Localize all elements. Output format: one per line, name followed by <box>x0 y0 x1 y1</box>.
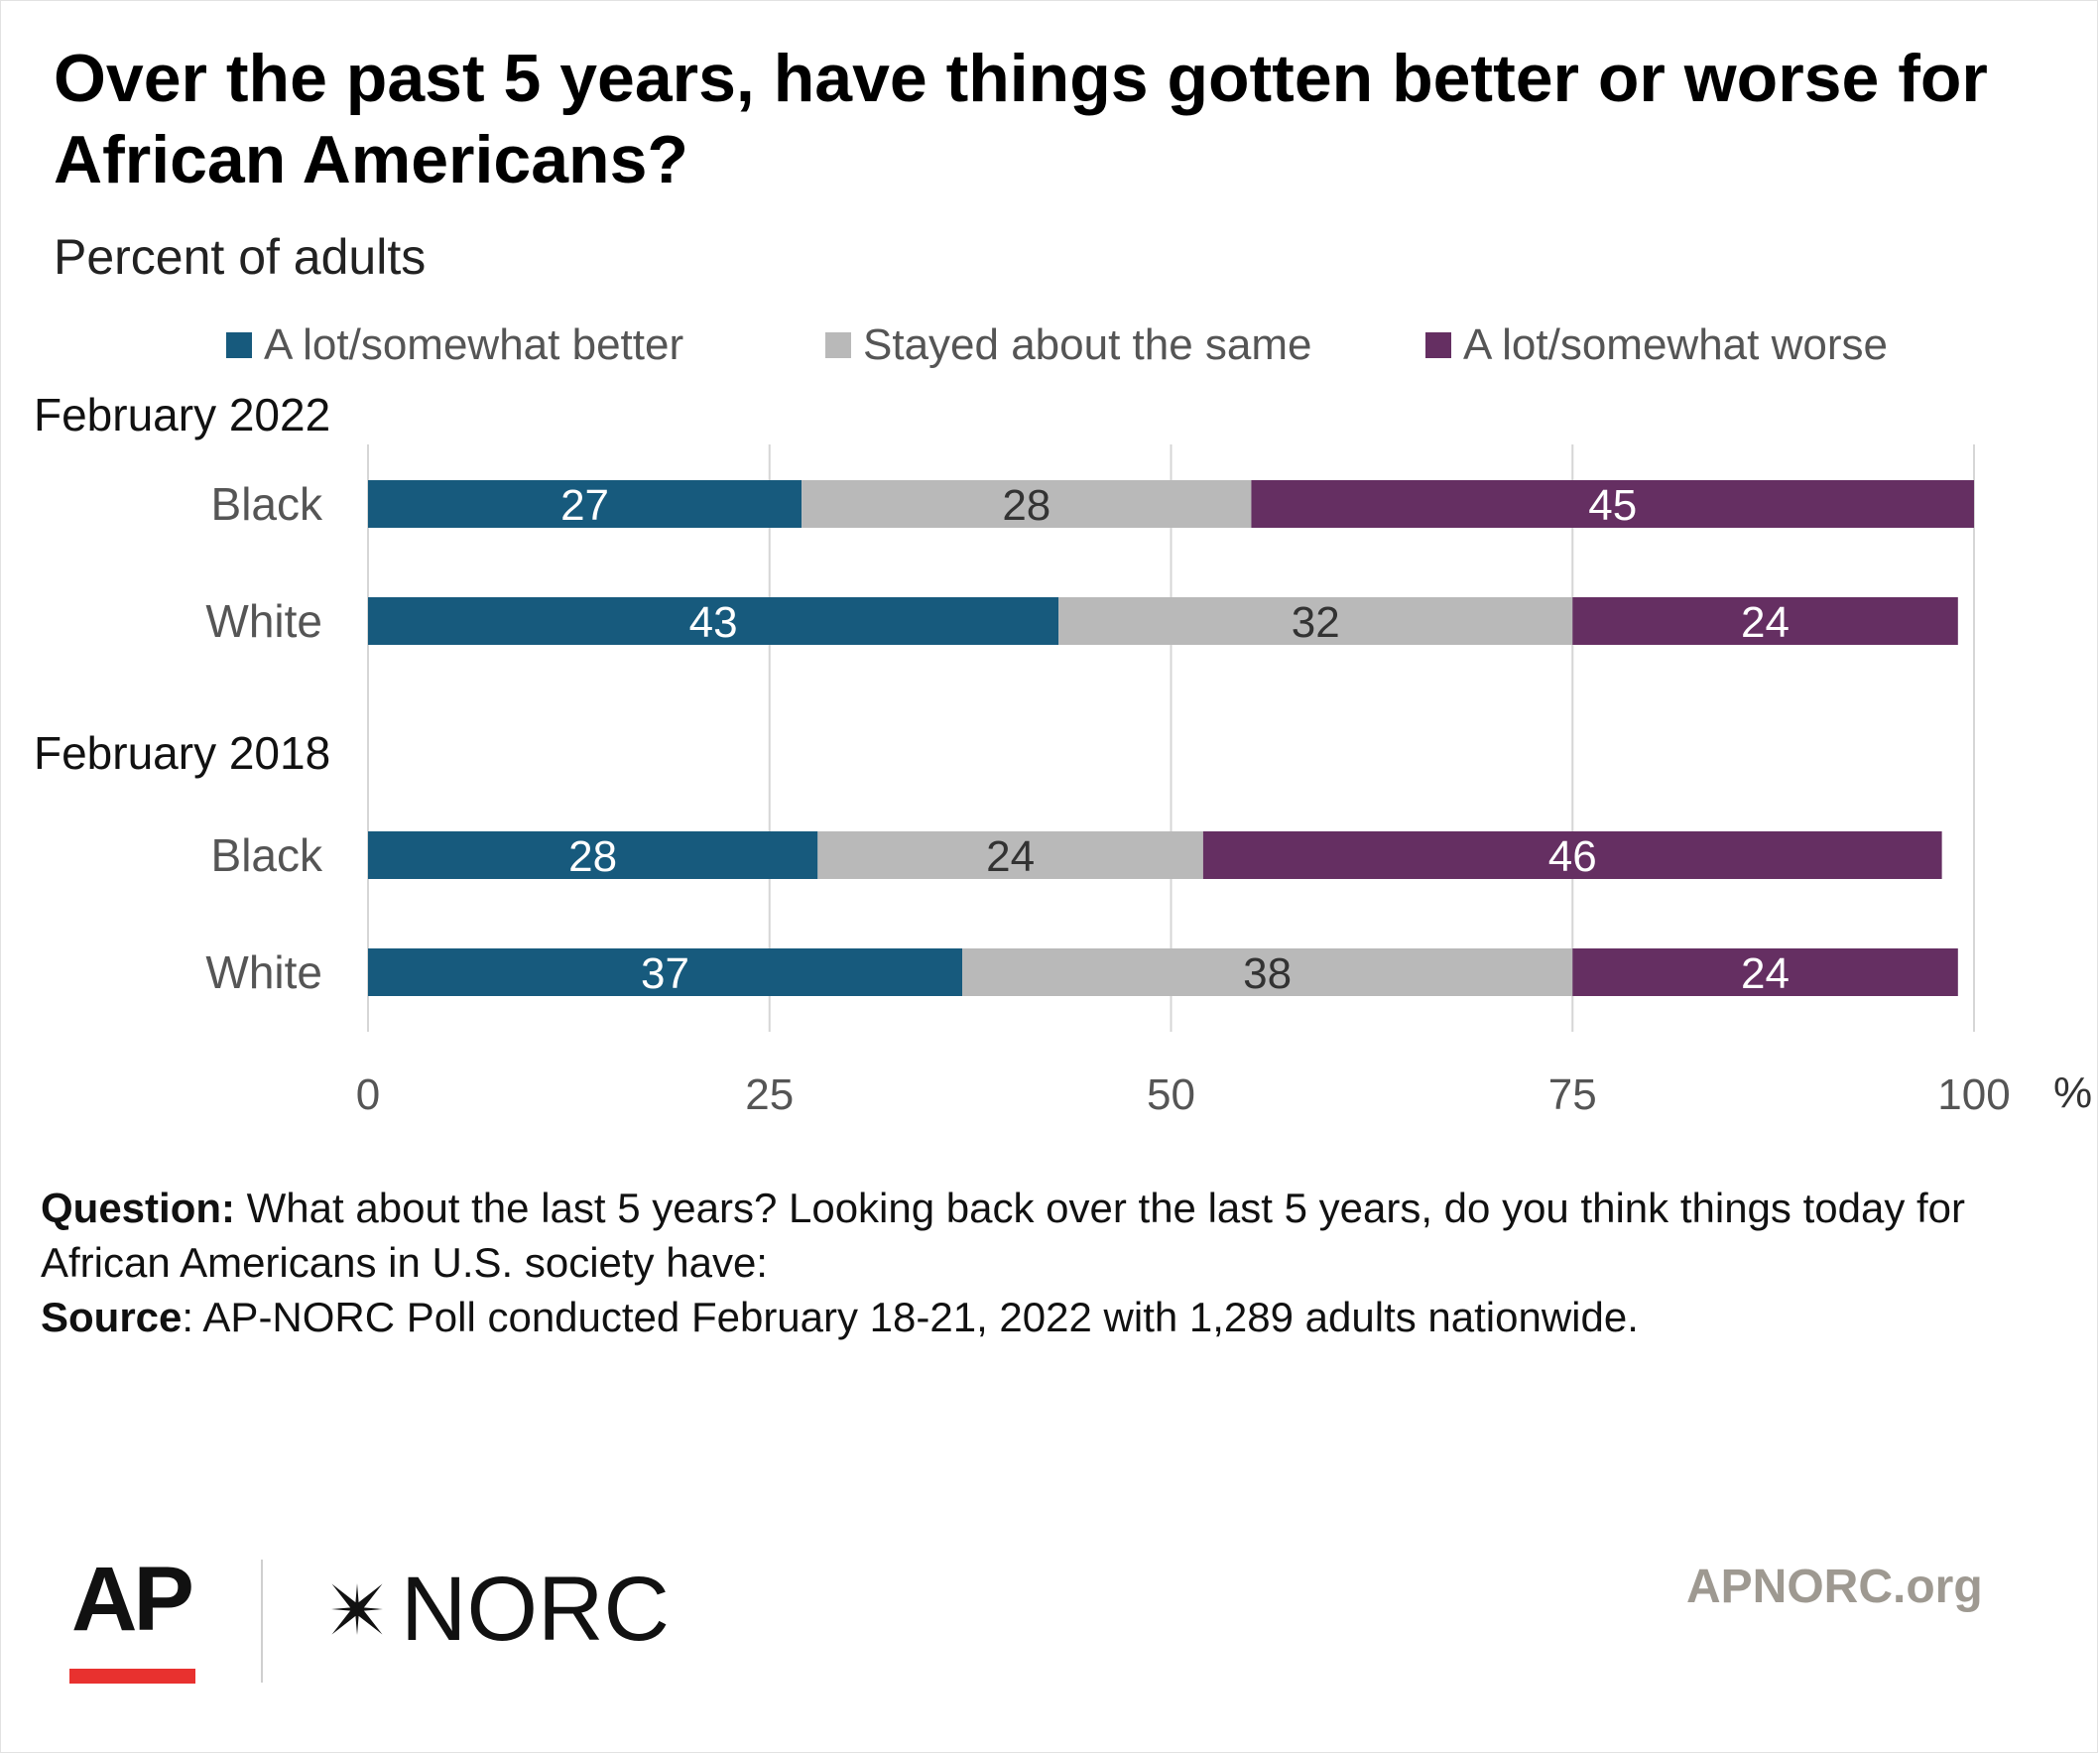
source-note: Source: AP-NORC Poll conducted February … <box>41 1290 2025 1344</box>
data-label-2-1-3: 46 <box>1548 832 1597 881</box>
question-text: What about the last 5 years? Looking bac… <box>41 1185 1966 1286</box>
data-label-1-2-3: 24 <box>1741 598 1790 647</box>
row-label-white-2: White <box>205 946 322 998</box>
ap-logo: AP <box>71 1549 194 1650</box>
bar-segment-1-1-1 <box>368 480 803 528</box>
source-label: Source <box>41 1294 183 1340</box>
bar-segment-2-2-3 <box>1572 948 1958 996</box>
x-tick-0: 0 <box>356 1070 380 1119</box>
row-label-black-1: Black <box>211 478 323 530</box>
legend-label-1: A lot/somewhat better <box>264 320 684 369</box>
bar-segment-1-2-2 <box>1058 597 1573 645</box>
logo-divider <box>261 1560 263 1683</box>
data-label-2-1-1: 28 <box>568 832 617 881</box>
question-note: Question: What about the last 5 years? L… <box>41 1181 2025 1290</box>
data-label-2-2-1: 37 <box>641 949 689 998</box>
data-label-1-1-2: 28 <box>1002 481 1050 530</box>
row-label-white-1: White <box>205 595 322 647</box>
chart-subtitle: Percent of adults <box>54 229 427 285</box>
x-tick-75: 75 <box>1548 1070 1597 1119</box>
chart-legend: A lot/somewhat better Stayed about the sa… <box>0 315 2100 375</box>
legend-item-3: A lot/somewhat worse <box>1425 315 1888 375</box>
site-link[interactable]: APNORC.org <box>1686 1561 1983 1613</box>
source-text: : AP-NORC Poll conducted February 18-21,… <box>182 1294 1639 1340</box>
chart-title: Over the past 5 years, have things gotte… <box>54 41 1988 197</box>
bar-segment-1-2-3 <box>1572 597 1958 645</box>
group-label-1: February 2022 <box>34 389 330 440</box>
row-label-black-2: Black <box>211 829 323 881</box>
legend-swatch-1 <box>226 332 252 358</box>
norc-logo: NORC <box>317 1560 670 1659</box>
stacked-bar-chart: 0 25 50 75 100 % February 2022 Black 27 28 45 White… <box>34 389 2092 1119</box>
x-unit-label: % <box>2053 1068 2092 1117</box>
question-label: Question: <box>41 1185 235 1231</box>
bar-segment-2-1-1 <box>368 831 818 879</box>
bar-segment-1-2-1 <box>368 597 1059 645</box>
data-label-1-1-3: 45 <box>1588 481 1637 530</box>
legend-item-2: Stayed about the same <box>825 315 1312 375</box>
group-label-2: February 2018 <box>34 727 330 779</box>
legend-label-3: A lot/somewhat worse <box>1463 320 1888 369</box>
bar-segment-2-1-3 <box>1202 831 1942 879</box>
x-tick-100: 100 <box>1937 1070 2010 1119</box>
norc-logo-text: NORC <box>401 1559 670 1660</box>
data-label-2-1-2: 24 <box>986 832 1035 881</box>
x-tick-50: 50 <box>1147 1070 1195 1119</box>
bar-segment-1-1-3 <box>1251 480 1974 528</box>
data-label-1-2-2: 32 <box>1292 598 1340 647</box>
data-label-2-2-2: 38 <box>1243 949 1292 998</box>
bar-segment-2-1-2 <box>817 831 1203 879</box>
legend-swatch-3 <box>1425 332 1451 358</box>
data-label-1-1-1: 27 <box>560 481 609 530</box>
bar-segment-2-2-1 <box>368 948 963 996</box>
legend-label-2: Stayed about the same <box>863 320 1312 369</box>
data-label-2-2-3: 24 <box>1741 949 1790 998</box>
data-label-1-2-1: 43 <box>689 598 738 647</box>
chart-notes: Question: What about the last 5 years? L… <box>41 1181 2025 1344</box>
bar-segment-1-1-2 <box>802 480 1252 528</box>
norc-star-icon <box>331 1583 383 1635</box>
ap-logo-underline <box>69 1669 195 1684</box>
bar-segment-2-2-2 <box>962 948 1573 996</box>
legend-item-1: A lot/somewhat better <box>226 315 683 375</box>
legend-swatch-2 <box>825 332 851 358</box>
x-tick-25: 25 <box>745 1070 794 1119</box>
